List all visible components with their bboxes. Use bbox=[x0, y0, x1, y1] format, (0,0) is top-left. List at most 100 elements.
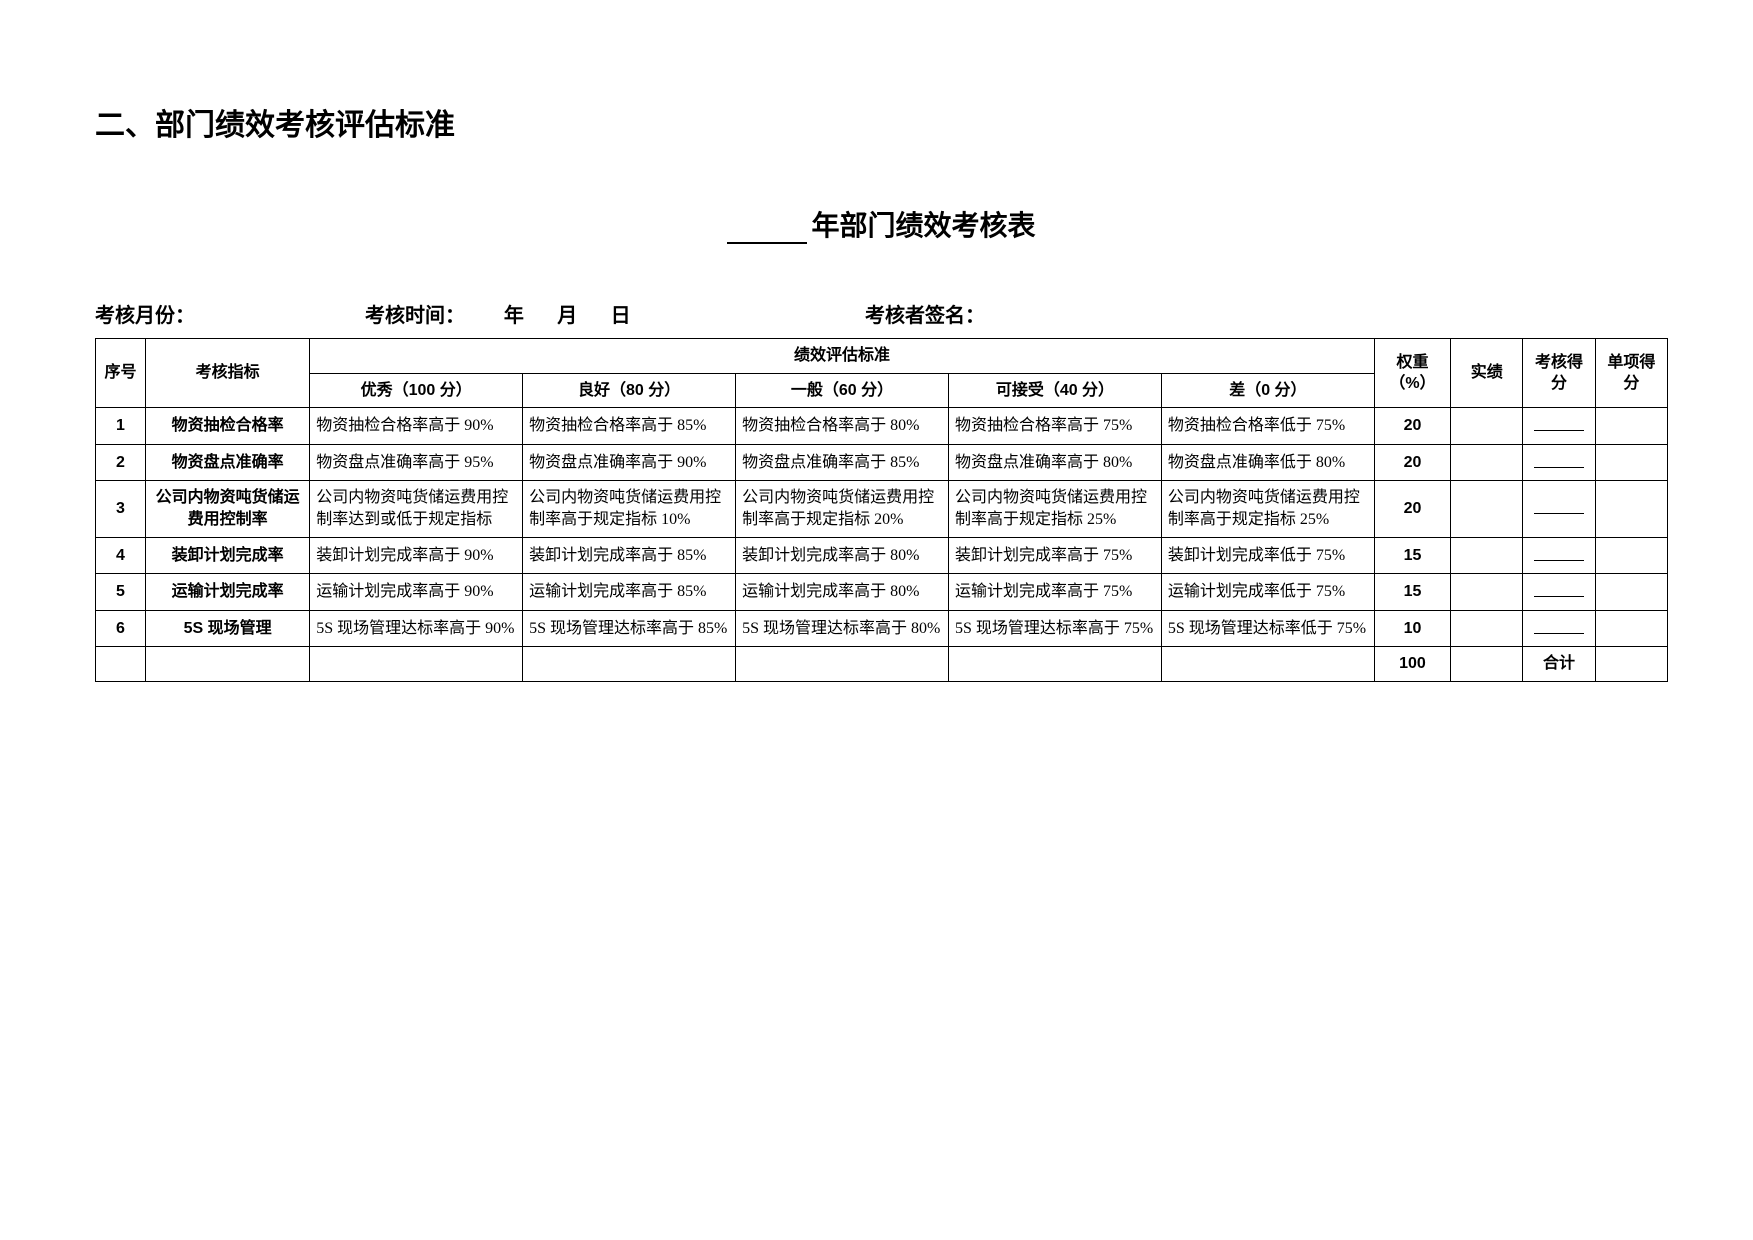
cell-good: 运输计划完成率高于 85% bbox=[523, 574, 736, 611]
cell-average: 运输计划完成率高于 80% bbox=[736, 574, 949, 611]
cell-no: 2 bbox=[96, 444, 146, 481]
cell-poor: 运输计划完成率低于 75% bbox=[1161, 574, 1374, 611]
cell-item-score[interactable] bbox=[1595, 444, 1667, 481]
cell-no: 4 bbox=[96, 537, 146, 574]
evaluation-table: 序号 考核指标 绩效评估标准 权重（%） 实绩 考核得分 单项得分 优秀（100… bbox=[95, 338, 1668, 682]
cell-empty bbox=[1161, 647, 1374, 682]
cell-empty bbox=[310, 647, 523, 682]
cell-score[interactable] bbox=[1523, 408, 1595, 445]
cell-metric: 运输计划完成率 bbox=[145, 574, 309, 611]
cell-poor: 5S 现场管理达标率低于 75% bbox=[1161, 610, 1374, 647]
section-title: 二、部门绩效考核评估标准 bbox=[95, 100, 1668, 144]
cell-actual[interactable] bbox=[1451, 574, 1523, 611]
cell-poor: 物资盘点准确率低于 80% bbox=[1161, 444, 1374, 481]
cell-empty bbox=[523, 647, 736, 682]
cell-excellent: 5S 现场管理达标率高于 90% bbox=[310, 610, 523, 647]
meta-time-label: 考核时间： bbox=[365, 305, 465, 327]
cell-item-score[interactable] bbox=[1595, 610, 1667, 647]
cell-no: 3 bbox=[96, 481, 146, 537]
th-good: 良好（80 分） bbox=[523, 373, 736, 408]
th-excellent: 优秀（100 分） bbox=[310, 373, 523, 408]
cell-no: 1 bbox=[96, 408, 146, 445]
cell-poor: 公司内物资吨货储运费用控制率高于规定指标 25% bbox=[1161, 481, 1374, 537]
page-container: 二、部门绩效考核评估标准 年部门绩效考核表 考核月份： 考核时间： 年 月 日 … bbox=[0, 0, 1753, 682]
cell-item-score[interactable] bbox=[1595, 574, 1667, 611]
score-blank bbox=[1534, 580, 1584, 597]
table-row: 5运输计划完成率运输计划完成率高于 90%运输计划完成率高于 85%运输计划完成… bbox=[96, 574, 1668, 611]
cell-average: 物资抽检合格率高于 80% bbox=[736, 408, 949, 445]
cell-weight: 10 bbox=[1374, 610, 1450, 647]
cell-average: 5S 现场管理达标率高于 80% bbox=[736, 610, 949, 647]
year-blank bbox=[727, 211, 807, 244]
th-item-score: 单项得分 bbox=[1595, 339, 1667, 408]
cell-good: 5S 现场管理达标率高于 85% bbox=[523, 610, 736, 647]
cell-excellent: 物资抽检合格率高于 90% bbox=[310, 408, 523, 445]
cell-poor: 物资抽检合格率低于 75% bbox=[1161, 408, 1374, 445]
cell-empty bbox=[1451, 647, 1523, 682]
cell-acceptable: 公司内物资吨货储运费用控制率高于规定指标 25% bbox=[948, 481, 1161, 537]
cell-weight: 15 bbox=[1374, 574, 1450, 611]
cell-average: 物资盘点准确率高于 85% bbox=[736, 444, 949, 481]
cell-item-score[interactable] bbox=[1595, 408, 1667, 445]
cell-metric: 装卸计划完成率 bbox=[145, 537, 309, 574]
cell-item-score[interactable] bbox=[1595, 481, 1667, 537]
cell-score[interactable] bbox=[1523, 444, 1595, 481]
score-blank bbox=[1534, 414, 1584, 431]
cell-actual[interactable] bbox=[1451, 537, 1523, 574]
score-blank bbox=[1534, 497, 1584, 514]
cell-item-score[interactable] bbox=[1595, 537, 1667, 574]
cell-weight: 20 bbox=[1374, 408, 1450, 445]
score-blank bbox=[1534, 617, 1584, 634]
cell-total-weight: 100 bbox=[1374, 647, 1450, 682]
meta-time: 考核时间： 年 月 日 bbox=[365, 299, 865, 328]
cell-score[interactable] bbox=[1523, 537, 1595, 574]
cell-metric: 5S 现场管理 bbox=[145, 610, 309, 647]
meta-year: 年 bbox=[504, 305, 524, 327]
cell-score[interactable] bbox=[1523, 610, 1595, 647]
th-score: 考核得分 bbox=[1523, 339, 1595, 408]
table-row: 65S 现场管理5S 现场管理达标率高于 90%5S 现场管理达标率高于 85%… bbox=[96, 610, 1668, 647]
table-row: 4装卸计划完成率装卸计划完成率高于 90%装卸计划完成率高于 85%装卸计划完成… bbox=[96, 537, 1668, 574]
cell-empty bbox=[145, 647, 309, 682]
cell-score[interactable] bbox=[1523, 481, 1595, 537]
cell-empty bbox=[1595, 647, 1667, 682]
header-row-1: 序号 考核指标 绩效评估标准 权重（%） 实绩 考核得分 单项得分 bbox=[96, 339, 1668, 374]
table-row: 3公司内物资吨货储运费用控制率公司内物资吨货储运费用控制率达到或低于规定指标公司… bbox=[96, 481, 1668, 537]
cell-metric: 物资抽检合格率 bbox=[145, 408, 309, 445]
meta-day: 日 bbox=[611, 305, 631, 327]
th-poor: 差（0 分） bbox=[1161, 373, 1374, 408]
cell-actual[interactable] bbox=[1451, 481, 1523, 537]
th-no: 序号 bbox=[96, 339, 146, 408]
cell-acceptable: 5S 现场管理达标率高于 75% bbox=[948, 610, 1161, 647]
cell-score[interactable] bbox=[1523, 574, 1595, 611]
cell-good: 公司内物资吨货储运费用控制率高于规定指标 10% bbox=[523, 481, 736, 537]
meta-month: 考核月份： bbox=[95, 299, 365, 328]
cell-acceptable: 物资抽检合格率高于 75% bbox=[948, 408, 1161, 445]
table-row: 2物资盘点准确率物资盘点准确率高于 95%物资盘点准确率高于 90%物资盘点准确… bbox=[96, 444, 1668, 481]
cell-metric: 物资盘点准确率 bbox=[145, 444, 309, 481]
cell-good: 装卸计划完成率高于 85% bbox=[523, 537, 736, 574]
cell-acceptable: 装卸计划完成率高于 75% bbox=[948, 537, 1161, 574]
cell-weight: 15 bbox=[1374, 537, 1450, 574]
cell-actual[interactable] bbox=[1451, 610, 1523, 647]
score-blank bbox=[1534, 544, 1584, 561]
cell-excellent: 公司内物资吨货储运费用控制率达到或低于规定指标 bbox=[310, 481, 523, 537]
cell-excellent: 物资盘点准确率高于 95% bbox=[310, 444, 523, 481]
form-title-suffix: 年部门绩效考核表 bbox=[811, 210, 1035, 241]
cell-good: 物资抽检合格率高于 85% bbox=[523, 408, 736, 445]
cell-good: 物资盘点准确率高于 90% bbox=[523, 444, 736, 481]
cell-no: 6 bbox=[96, 610, 146, 647]
meta-month-unit: 月 bbox=[557, 305, 577, 327]
cell-actual[interactable] bbox=[1451, 408, 1523, 445]
th-metric: 考核指标 bbox=[145, 339, 309, 408]
cell-average: 公司内物资吨货储运费用控制率高于规定指标 20% bbox=[736, 481, 949, 537]
table-total-row: 100 合计 bbox=[96, 647, 1668, 682]
form-title: 年部门绩效考核表 bbox=[95, 204, 1668, 244]
cell-average: 装卸计划完成率高于 80% bbox=[736, 537, 949, 574]
cell-empty bbox=[96, 647, 146, 682]
cell-actual[interactable] bbox=[1451, 444, 1523, 481]
th-weight: 权重（%） bbox=[1374, 339, 1450, 408]
cell-total-label: 合计 bbox=[1523, 647, 1595, 682]
th-acceptable: 可接受（40 分） bbox=[948, 373, 1161, 408]
cell-empty bbox=[736, 647, 949, 682]
